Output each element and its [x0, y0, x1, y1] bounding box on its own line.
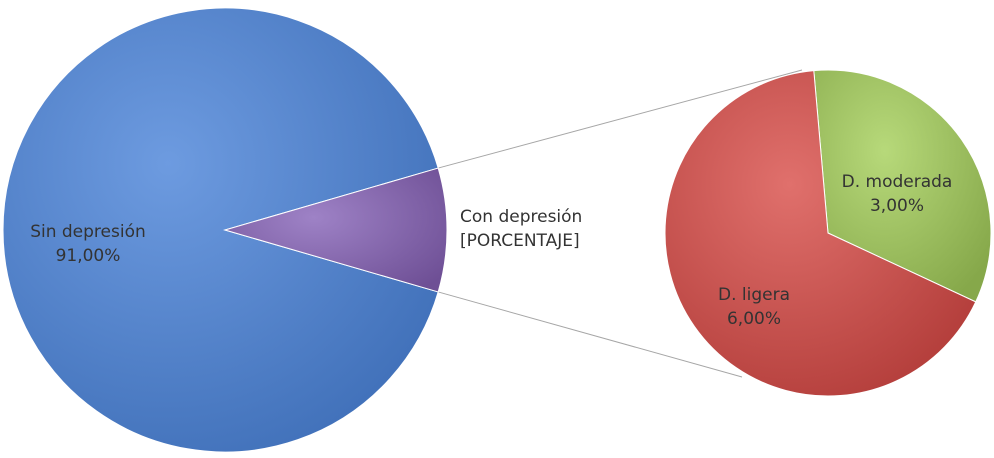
data-label-d-moderada: D. moderada 3,00%	[842, 172, 953, 216]
secondary-pie-slice-d-ligera	[664, 70, 977, 397]
secondary-pie-slice-d-moderada	[813, 69, 992, 303]
connector-line-bottom	[438, 291, 743, 378]
data-label-d-ligera: D. ligera 6,00%	[718, 285, 790, 329]
main-pie-slice-con-depresion	[223, 167, 448, 293]
data-label-con-depresion: Con depresión [PORCENTAJE]	[460, 207, 582, 251]
data-label-sin-depresion: Sin depresión 91,00%	[30, 222, 146, 266]
main-pie-slice-sin-depresion	[2, 7, 439, 453]
connector-line-top	[438, 69, 803, 169]
